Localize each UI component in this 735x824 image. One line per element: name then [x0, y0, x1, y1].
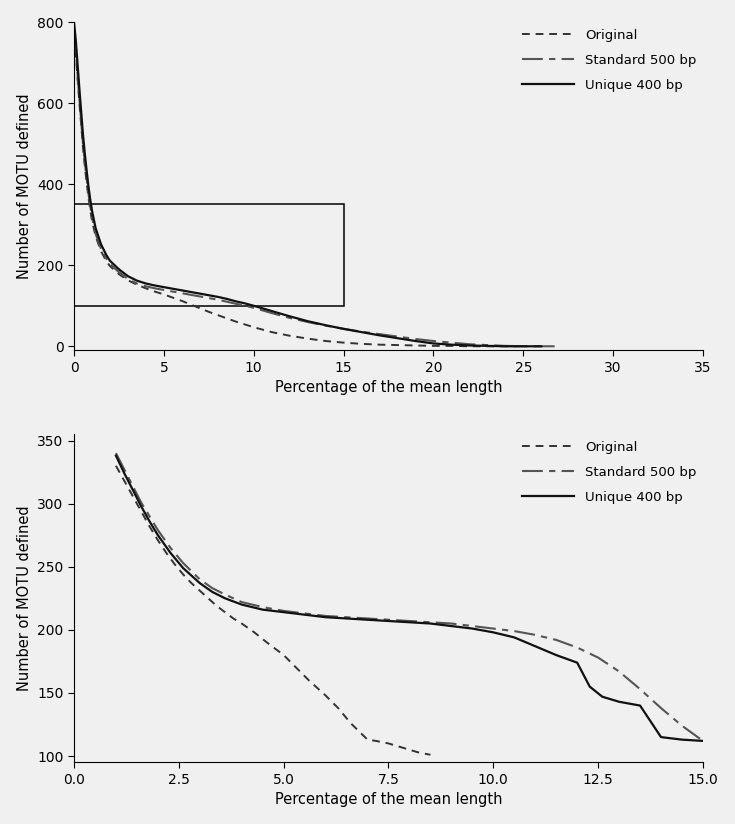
X-axis label: Percentage of the mean length: Percentage of the mean length — [275, 381, 502, 396]
X-axis label: Percentage of the mean length: Percentage of the mean length — [275, 793, 502, 808]
Bar — [74, 204, 343, 306]
Legend: Original, Standard 500 bp, Unique 400 bp: Original, Standard 500 bp, Unique 400 bp — [522, 29, 696, 91]
Y-axis label: Number of MOTU defined: Number of MOTU defined — [17, 505, 32, 691]
Y-axis label: Number of MOTU defined: Number of MOTU defined — [17, 93, 32, 279]
Legend: Original, Standard 500 bp, Unique 400 bp: Original, Standard 500 bp, Unique 400 bp — [522, 441, 696, 503]
